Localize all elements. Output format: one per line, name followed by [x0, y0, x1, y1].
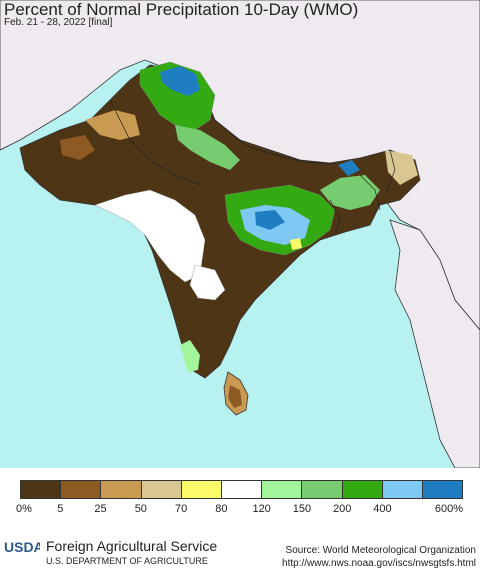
map-title: Percent of Normal Precipitation 10-Day (…	[4, 0, 359, 19]
legend-swatch-5	[221, 481, 263, 498]
legend-swatch-6	[262, 481, 303, 498]
legend-swatch-8	[342, 481, 383, 498]
usda-logo-text: USDA	[4, 539, 40, 555]
legend-label-3: 50	[134, 503, 147, 515]
legend-label-1: 5	[57, 503, 64, 515]
region-dry-northeast	[385, 150, 418, 185]
legend-swatch-9	[382, 481, 423, 498]
legend-swatch-10	[422, 481, 463, 498]
region-yellow-east	[290, 238, 302, 250]
region-wet-south	[180, 340, 200, 372]
precipitation-map	[0, 0, 480, 468]
legend-label-0: 0%	[16, 503, 32, 515]
footer-department: U.S. DEPARTMENT OF AGRICULTURE	[46, 556, 208, 566]
border-lines	[109, 99, 396, 236]
region-verywet-northeast	[338, 160, 360, 176]
legend-label-6: 120	[252, 503, 271, 515]
region-extreme-east	[255, 210, 285, 230]
legend-color-bar	[20, 480, 463, 499]
footer-url: http://www.nws.noaa.gov/iscs/nwsgtsfs.ht…	[282, 558, 476, 569]
legend-swatch-1	[61, 481, 102, 498]
outside-land-east	[389, 219, 480, 468]
legend-swatch-3	[141, 481, 182, 498]
region-sri-lanka-dry	[228, 385, 242, 408]
region-moderate-east	[320, 175, 380, 210]
legend-label-7: 150	[292, 503, 312, 515]
legend-swatch-7	[302, 481, 343, 498]
region-moderate-north	[175, 125, 240, 170]
legend-labels: 0% 5 25 50 70 80 120 150 200 400 600%	[0, 503, 480, 517]
legend-label-5: 80	[215, 503, 228, 515]
legend-swatch-0	[21, 481, 62, 498]
legend-label-4: 70	[174, 503, 188, 515]
usda-logo: USDA	[4, 539, 40, 555]
legend-swatch-2	[101, 481, 142, 498]
region-verywet-north	[160, 66, 200, 96]
legend-label-10: 600%	[434, 503, 464, 515]
legend-swatch-4	[181, 481, 222, 498]
map-subtitle: Feb. 21 - 28, 2022 [final]	[4, 17, 113, 28]
legend-label-9: 400	[373, 503, 392, 515]
region-dry-north-b	[60, 135, 95, 160]
region-normal-central	[189, 264, 226, 301]
footer-agency: Foreign Agricultural Service	[46, 538, 218, 554]
legend-label-8: 200	[332, 503, 352, 515]
legend-label-2: 25	[94, 503, 107, 515]
footer-source: Source: World Meteorological Organizatio…	[285, 545, 476, 556]
